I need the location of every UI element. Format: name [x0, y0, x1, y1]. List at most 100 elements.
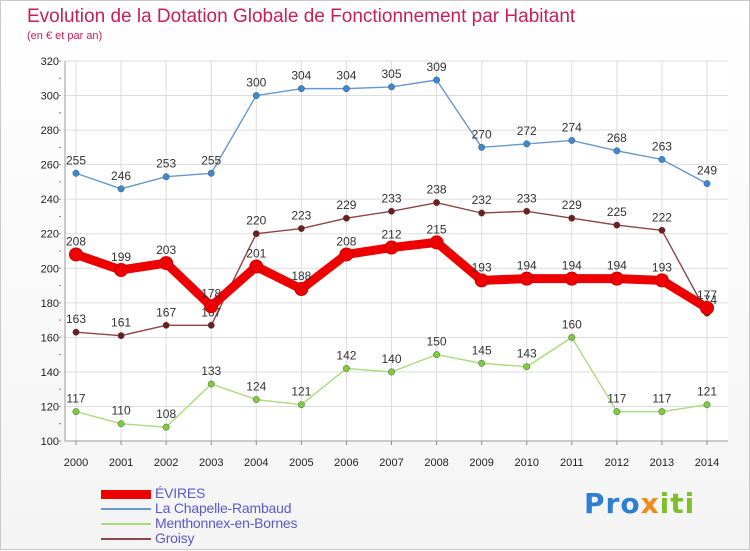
data-label-la-chapelle-rambaud: 304 [336, 69, 356, 83]
data-label-evires: 215 [427, 222, 447, 236]
data-label-menthonnex-en-bornes: 108 [156, 407, 176, 421]
data-label-groisy: 232 [472, 193, 492, 207]
data-point-evires [519, 271, 534, 286]
data-point-la-chapelle-rambaud [478, 143, 486, 151]
y-tick-label: 140 [41, 367, 59, 379]
data-point-groisy [433, 199, 441, 207]
data-point-la-chapelle-rambaud [207, 169, 215, 177]
data-label-la-chapelle-rambaud: 274 [562, 120, 582, 134]
data-point-groisy [117, 332, 125, 340]
data-label-la-chapelle-rambaud: 268 [607, 131, 627, 145]
data-point-menthonnex-en-bornes [478, 359, 486, 367]
data-label-menthonnex-en-bornes: 124 [246, 380, 266, 394]
data-label-menthonnex-en-bornes: 110 [112, 404, 131, 418]
data-point-menthonnex-en-bornes [117, 420, 125, 428]
y-tick-label: 200 [41, 263, 59, 275]
data-point-groisy [207, 321, 215, 329]
data-label-evires: 199 [111, 250, 131, 264]
y-tick-label: 320 [41, 56, 59, 68]
data-label-evires: 193 [652, 260, 672, 274]
data-point-evires [564, 271, 579, 286]
data-label-evires: 203 [156, 243, 176, 257]
data-point-groisy [613, 221, 621, 229]
data-label-la-chapelle-rambaud: 270 [472, 127, 492, 141]
data-point-evires [294, 282, 309, 296]
data-point-la-chapelle-rambaud [117, 185, 125, 193]
data-label-menthonnex-en-bornes: 117 [652, 392, 671, 406]
chart-subtitle: (en € et par an) [27, 30, 103, 42]
data-point-groisy [297, 225, 305, 232]
data-label-menthonnex-en-bornes: 133 [201, 364, 221, 378]
proxiti-logo: Proxiti [584, 487, 696, 520]
data-point-groisy [342, 214, 350, 222]
y-tick-label: 300 [41, 91, 59, 103]
data-point-evires [339, 247, 354, 262]
data-point-evires [249, 259, 264, 274]
data-point-la-chapelle-rambaud [568, 137, 576, 144]
data-label-menthonnex-en-bornes: 160 [562, 317, 582, 331]
y-tick-label: 220 [41, 229, 59, 241]
x-tick-label: 2012 [605, 457, 629, 469]
data-label-evires: 193 [472, 260, 492, 274]
data-label-groisy: 229 [336, 198, 356, 212]
x-tick-label: 2003 [199, 457, 223, 469]
data-point-menthonnex-en-bornes [613, 408, 621, 416]
data-point-la-chapelle-rambaud [433, 76, 441, 84]
data-label-la-chapelle-rambaud: 300 [246, 76, 266, 90]
data-point-la-chapelle-rambaud [297, 85, 305, 93]
legend-label: ÉVIRES [155, 485, 206, 501]
data-point-menthonnex-en-bornes [72, 408, 80, 416]
y-tick-label: 280 [41, 125, 59, 137]
x-tick-label: 2002 [154, 457, 178, 469]
x-tick-label: 2005 [289, 457, 313, 469]
data-label-evires: 188 [291, 269, 311, 283]
data-point-menthonnex-en-bornes [207, 380, 215, 388]
data-label-menthonnex-en-bornes: 121 [697, 385, 717, 399]
data-label-evires: 177 [697, 288, 717, 302]
data-label-la-chapelle-rambaud: 255 [66, 153, 86, 167]
x-tick-label: 2007 [379, 457, 403, 469]
data-point-evires [654, 273, 669, 288]
data-point-menthonnex-en-bornes [162, 423, 170, 431]
data-point-menthonnex-en-bornes [297, 401, 305, 409]
x-tick-label: 2001 [109, 457, 133, 469]
legend-label: Menthonnex-en-Bornes [155, 515, 298, 531]
data-point-la-chapelle-rambaud [162, 173, 170, 181]
data-point-la-chapelle-rambaud [342, 85, 350, 93]
legend-swatch [101, 538, 151, 540]
data-point-evires [114, 263, 129, 277]
data-point-evires [384, 240, 399, 255]
data-point-groisy [568, 214, 576, 222]
data-point-menthonnex-en-bornes [523, 363, 531, 371]
data-point-evires [474, 273, 489, 288]
data-point-menthonnex-en-bornes [252, 396, 260, 403]
data-label-evires: 194 [607, 259, 627, 273]
data-point-menthonnex-en-bornes [658, 408, 666, 416]
data-label-la-chapelle-rambaud: 253 [156, 157, 176, 171]
data-point-groisy [162, 321, 170, 329]
x-tick-label: 2006 [334, 457, 358, 469]
data-label-evires: 194 [562, 259, 582, 273]
data-label-evires: 212 [381, 228, 401, 242]
data-label-menthonnex-en-bornes: 143 [517, 347, 537, 361]
data-point-evires [69, 247, 83, 262]
data-point-la-chapelle-rambaud [388, 83, 395, 91]
x-tick-label: 2009 [469, 457, 493, 469]
legend-label: Groisy [155, 530, 195, 546]
data-label-la-chapelle-rambaud: 309 [427, 60, 447, 74]
data-point-la-chapelle-rambaud [72, 169, 80, 177]
data-label-groisy: 223 [291, 209, 311, 223]
data-point-groisy [478, 209, 486, 217]
data-label-evires: 208 [336, 234, 356, 248]
data-label-menthonnex-en-bornes: 150 [427, 335, 447, 349]
data-point-menthonnex-en-bornes [433, 351, 441, 359]
y-tick-label: 180 [41, 298, 59, 310]
data-label-groisy: 163 [66, 312, 86, 326]
chart-title: Evolution de la Dotation Globale de Fonc… [27, 6, 576, 27]
data-label-groisy: 222 [652, 210, 672, 224]
data-label-groisy: 233 [517, 191, 537, 205]
data-point-menthonnex-en-bornes [703, 401, 711, 409]
data-label-menthonnex-en-bornes: 145 [472, 343, 492, 357]
data-point-groisy [252, 230, 260, 238]
